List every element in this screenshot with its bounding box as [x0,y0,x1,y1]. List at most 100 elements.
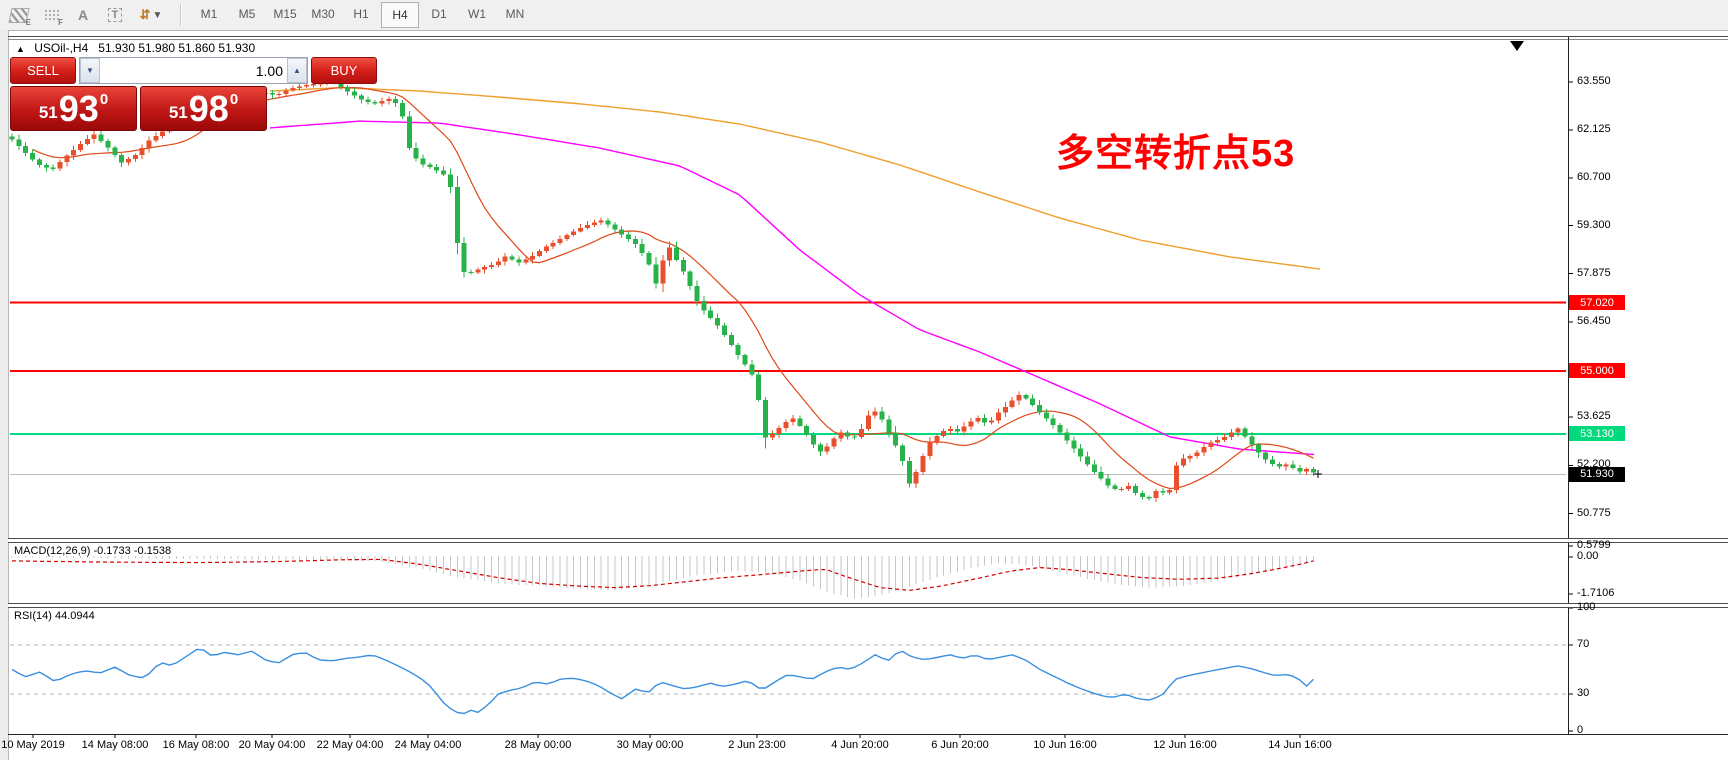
candle-body [790,418,796,423]
timeframe-button-D1[interactable]: D1 [431,7,447,21]
candle-body [913,471,919,484]
price-tag-53.130: 53.130 [1569,426,1625,442]
candle-body [989,420,995,423]
volume-stepper: ▼ ▲ [79,57,308,84]
candle-body [1098,471,1104,479]
candle-body [804,425,810,436]
macd-panel-splitter[interactable] [8,538,1728,543]
candle-body [1290,464,1296,468]
candle-body [160,131,166,136]
price-axis-label: 57.875 [1577,266,1611,279]
buy-button[interactable]: BUY [311,57,377,84]
indicators-icon-badge: E [25,18,31,27]
candle-body [920,455,926,472]
timeframe-button-MN[interactable]: MN [505,7,525,21]
text-label-icon-glyph: A [77,7,89,23]
timeframe-button-M15[interactable]: M15 [273,7,297,21]
candle-body [708,310,714,319]
date-axis-label: 10 May 2019 [1,739,65,751]
candle-body [715,318,721,326]
candle-body [1071,440,1077,449]
candle-body [660,260,666,284]
chart-shift-marker-icon[interactable] [1510,41,1524,51]
date-axis-label: 10 Jun 16:00 [1033,739,1097,751]
macd-indicator-label: MACD(12,26,9) -0.1733 -0.1538 [14,545,172,557]
candle-body [872,411,878,416]
timeframe-button-M5[interactable]: M5 [238,7,256,21]
price-tag-57.020: 57.020 [1569,295,1625,311]
rsi-axis-label: 100 [1577,601,1596,613]
textbox-icon[interactable]: T [102,4,128,26]
price-axis-label: 60.700 [1577,171,1611,184]
price-axis-label: 53.625 [1577,410,1611,423]
candle-body [489,265,494,267]
candle-body [1283,464,1289,467]
date-axis-label: 20 May 04:00 [238,739,306,751]
collapse-triangle-icon[interactable]: ▲ [16,44,25,54]
volume-input[interactable] [100,58,287,83]
candle-body [43,165,49,168]
indicators-icon[interactable]: E [6,4,32,27]
price-axis-label: 50.775 [1577,506,1611,519]
price-tag-51.930: 51.930 [1569,466,1625,482]
timeframe-button-W1[interactable]: W1 [468,7,486,21]
candle-body [1153,491,1159,499]
candle-body [1002,406,1008,413]
candle-body [399,103,405,117]
timeframe-button-M1[interactable]: M1 [200,7,218,21]
candle-body [742,355,748,365]
sell-price-tile[interactable]: 51 93 0 [10,86,137,131]
candle-body [516,259,522,263]
candle-body [1228,432,1234,437]
macd-axis-label: 0.5799 [1577,539,1611,551]
candle-body [276,93,282,96]
moving-average [269,86,1321,270]
rsi-panel-splitter[interactable] [8,603,1728,608]
candle-body [858,428,864,438]
rsi-axis-label: 70 [1577,638,1590,650]
candle-body [1105,478,1111,486]
text-label-icon[interactable]: A [70,4,96,26]
candle-body [358,95,364,100]
buy-price-tile[interactable]: 51 98 0 [140,86,267,131]
candle-body [352,91,357,96]
timeframe-button-H1[interactable]: H1 [353,7,369,21]
symbol-title: ▲ USOil-,H4 51.930 51.980 51.860 51.930 [16,41,255,55]
candle-body [345,87,351,92]
objects-sort-icon[interactable]: ⇵ ▼ [134,4,168,26]
chart-annotation-text[interactable]: 多空转折点53 [1056,133,1296,175]
candle-body [1297,467,1303,472]
price-axis-divider[interactable] [1568,37,1569,734]
candle-body [125,159,131,163]
symbol-ohlc-values: 51.930 51.980 51.860 51.930 [98,41,256,55]
candle-body [523,259,529,263]
candle-body [584,224,590,228]
candle-body [1187,455,1193,459]
date-axis-label: 30 May 00:00 [616,739,684,751]
sell-button[interactable]: SELL [10,57,76,84]
volume-decrease-button[interactable]: ▼ [80,58,100,83]
candle-body [386,99,392,102]
date-axis-label: 6 Jun 20:00 [931,739,989,751]
candle-body [687,271,693,286]
candle-body [941,431,947,437]
candle-body [1249,436,1255,445]
date-axis-label: 16 May 08:00 [162,739,230,751]
candle-body [365,99,371,102]
textbox-icon-glyph: T [107,8,123,22]
candle-body [153,135,159,141]
candle-body [612,224,618,230]
rsi-indicator-label: RSI(14) 44.0944 [14,610,95,622]
candle-body [721,325,727,335]
timeframe-button-H4[interactable]: H4 [381,2,419,28]
candle-body [413,147,419,159]
candle-body [1030,398,1036,405]
candle-body [893,432,899,446]
candle-body [680,260,686,272]
date-axis-divider[interactable] [8,734,1728,735]
timeframe-button-M30[interactable]: M30 [311,7,335,21]
grid-icon[interactable]: F [38,4,64,27]
volume-increase-button[interactable]: ▲ [287,58,307,83]
candle-body [1201,446,1207,453]
